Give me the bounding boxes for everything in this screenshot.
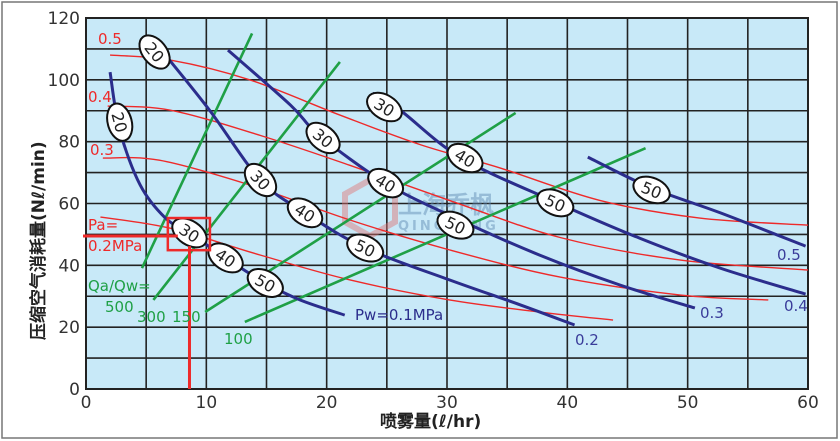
- nozzle-marker: 40: [367, 167, 405, 199]
- x-tick-label: 60: [797, 393, 819, 413]
- ratio-line: [244, 146, 647, 324]
- water-label-0.5: 0.5: [777, 246, 801, 264]
- nozzle-marker: 30: [366, 91, 403, 123]
- marker-oval: [446, 142, 484, 174]
- highlight: [83, 216, 212, 389]
- ratio-label-500: 500: [105, 298, 134, 316]
- air-pressure-curve: [110, 54, 809, 226]
- x-axis-title: 喷雾量(ℓ/hr): [380, 411, 481, 432]
- x-tick-label: 40: [557, 393, 579, 413]
- ratio-label-prefix: Qa/Qw=: [88, 277, 151, 295]
- nozzle-marker: 40: [207, 242, 244, 274]
- ratio-label-150: 150: [172, 308, 201, 326]
- air-label-0.5: 0.5: [98, 30, 122, 48]
- water-pressure-curve: [227, 49, 696, 310]
- marker-oval: [138, 34, 171, 70]
- y-tick-label: 20: [58, 318, 80, 338]
- marker-oval: [346, 233, 385, 263]
- ratio-line: [140, 32, 254, 269]
- water-label-0.4: 0.4: [784, 297, 808, 315]
- air-pressure-curve: [107, 105, 809, 271]
- water-label-0.1: Pw=0.1MPa: [355, 306, 443, 324]
- water-pressure-curve: [587, 155, 807, 248]
- y-axis-title: 压缩空气消耗量(Nℓ/min): [28, 141, 49, 340]
- nozzle-marker: 30: [243, 162, 278, 198]
- marker-oval: [632, 175, 671, 205]
- nozzle-marker: 50: [346, 233, 385, 263]
- nozzle-marker: 30: [305, 121, 341, 155]
- ratio-label-300: 300: [137, 308, 166, 326]
- water-label-0.3: 0.3: [700, 304, 724, 322]
- x-tick-label: 50: [677, 393, 699, 413]
- nozzle-marker: 50: [632, 175, 671, 205]
- nozzle-marker: 40: [446, 142, 484, 174]
- air-label-0.4: 0.4: [88, 88, 112, 106]
- highlight-box: [166, 216, 212, 252]
- nozzle-marker: 50: [536, 188, 575, 218]
- ratio-label-100: 100: [224, 330, 253, 348]
- x-tick-label: 0: [81, 393, 92, 413]
- marker-oval: [171, 217, 208, 249]
- x-tick-label: 10: [196, 393, 218, 413]
- air-label-0.2: 0.2MPa: [88, 237, 142, 255]
- marker-oval: [246, 267, 284, 298]
- y-tick-label: 40: [58, 256, 80, 276]
- y-tick-label: 80: [58, 133, 80, 153]
- y-tick-label: 60: [58, 195, 80, 215]
- marker-label: 20: [107, 110, 131, 135]
- marker-oval: [305, 121, 341, 155]
- water-label-0.2: 0.2: [575, 331, 599, 349]
- nozzle-marker: 20: [106, 102, 134, 142]
- nozzle-marker: 50: [436, 210, 475, 240]
- marker-oval: [106, 102, 134, 142]
- air-pressure-curves: [100, 54, 809, 321]
- x-tick-label: 30: [436, 393, 458, 413]
- marker-oval: [243, 162, 278, 198]
- marker-oval: [367, 167, 405, 199]
- water-pressure-curve: [164, 54, 576, 327]
- marker-oval: [286, 197, 324, 229]
- y-tick-label: 100: [48, 71, 80, 91]
- curve-labels: 0.5 0.4 0.3 Pa= 0.2MPa Qa/Qw= 500 300 15…: [88, 30, 808, 349]
- y-tick-label: 0: [69, 380, 80, 400]
- nozzle-marker: 50: [246, 267, 284, 298]
- air-label-0.3: 0.3: [90, 141, 114, 159]
- marker-oval: [536, 188, 575, 218]
- x-tick-label: 20: [316, 393, 338, 413]
- y-tick-label: 120: [48, 9, 80, 29]
- air-label-pa: Pa=: [88, 216, 118, 234]
- marker-oval: [436, 210, 475, 240]
